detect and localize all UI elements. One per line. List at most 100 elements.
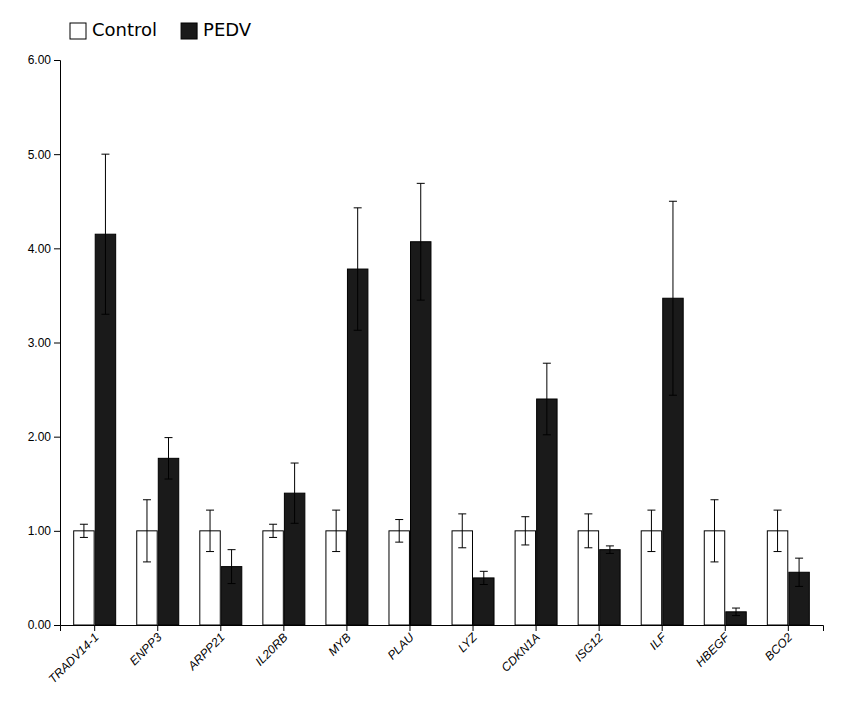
y-tick-mark bbox=[54, 437, 60, 438]
x-tick-mark bbox=[536, 625, 537, 631]
error-cap bbox=[354, 330, 362, 331]
error-line bbox=[525, 517, 526, 545]
error-cap bbox=[669, 395, 677, 396]
bar bbox=[389, 531, 409, 625]
error-line bbox=[799, 558, 800, 586]
error-cap bbox=[710, 561, 718, 562]
y-tick-label: 4.00 bbox=[28, 242, 52, 256]
y-tick-mark bbox=[54, 531, 60, 532]
error-cap bbox=[291, 463, 299, 464]
plot: 0.001.002.003.004.005.006.00TRADV14-1ENP… bbox=[28, 53, 824, 686]
x-axis-line bbox=[61, 626, 824, 632]
error-line bbox=[777, 510, 778, 551]
x-tick-label: IL20RB bbox=[252, 630, 290, 668]
y-tick: 0.00 bbox=[28, 618, 60, 632]
error-bar bbox=[458, 514, 466, 548]
error-line bbox=[83, 524, 84, 537]
error-cap bbox=[395, 519, 403, 520]
error-line bbox=[357, 208, 358, 330]
x-tick-label: PLAU bbox=[385, 630, 417, 662]
x-tick-mark bbox=[599, 625, 600, 631]
x-tick-label: ILF bbox=[647, 630, 670, 653]
y-tick-mark bbox=[54, 154, 60, 155]
error-bar bbox=[647, 510, 655, 551]
error-cap bbox=[795, 586, 803, 587]
error-cap bbox=[480, 571, 488, 572]
error-cap bbox=[143, 561, 151, 562]
error-line bbox=[714, 500, 715, 562]
legend-swatch bbox=[70, 23, 86, 39]
bars bbox=[74, 154, 810, 625]
legend: ControlPEDV bbox=[70, 19, 252, 40]
error-cap bbox=[417, 183, 425, 184]
x-tick-label: MYB bbox=[325, 630, 353, 658]
error-cap bbox=[795, 558, 803, 559]
bar bbox=[74, 531, 94, 625]
error-line bbox=[231, 550, 232, 584]
y-tick: 3.00 bbox=[28, 336, 60, 350]
error-cap bbox=[206, 551, 214, 552]
y-tick-label: 3.00 bbox=[28, 336, 52, 350]
error-bar bbox=[269, 524, 277, 537]
error-cap bbox=[606, 545, 614, 546]
legend-swatch bbox=[181, 23, 197, 39]
y-axis: 0.001.002.003.004.005.006.00 bbox=[28, 53, 61, 632]
x-tick: BCO2 bbox=[762, 625, 795, 663]
error-line bbox=[273, 524, 274, 537]
x-tick-label: BCO2 bbox=[762, 630, 795, 663]
bar bbox=[263, 531, 283, 625]
error-cap bbox=[543, 363, 551, 364]
error-cap bbox=[228, 583, 236, 584]
x-tick: LYZ bbox=[455, 625, 480, 655]
error-cap bbox=[732, 608, 740, 609]
error-cap bbox=[206, 510, 214, 511]
error-bar bbox=[165, 438, 173, 479]
y-tick-mark bbox=[54, 248, 60, 249]
error-bar bbox=[480, 571, 488, 584]
y-tick: 1.00 bbox=[28, 524, 60, 538]
bar bbox=[474, 578, 494, 625]
error-cap bbox=[80, 537, 88, 538]
error-cap bbox=[228, 549, 236, 550]
x-tick: ARPP21 bbox=[184, 625, 227, 674]
error-line bbox=[399, 520, 400, 543]
error-line bbox=[420, 183, 421, 300]
chart: 0.001.002.003.004.005.006.00TRADV14-1ENP… bbox=[0, 0, 843, 725]
x-tick: HBEGF bbox=[693, 625, 733, 670]
y-tick-label: 1.00 bbox=[28, 524, 52, 538]
x-tick: MYB bbox=[325, 625, 353, 659]
error-cap bbox=[774, 551, 782, 552]
error-cap bbox=[269, 524, 277, 525]
error-cap bbox=[647, 551, 655, 552]
y-axis-line bbox=[54, 61, 61, 626]
error-cap bbox=[521, 516, 529, 517]
y-tick-mark bbox=[54, 625, 60, 626]
y-tick-mark bbox=[54, 343, 60, 344]
error-bar bbox=[710, 500, 718, 562]
x-tick-label: CDKN1A bbox=[499, 630, 543, 674]
error-bar bbox=[332, 510, 340, 551]
error-line bbox=[105, 154, 106, 314]
error-bar bbox=[101, 154, 109, 314]
error-bar bbox=[669, 201, 677, 395]
error-cap bbox=[395, 542, 403, 543]
x-tick: CDKN1A bbox=[499, 625, 543, 675]
error-line bbox=[483, 571, 484, 584]
error-line bbox=[168, 438, 169, 479]
error-cap bbox=[710, 499, 718, 500]
x-tick-mark bbox=[788, 625, 789, 631]
error-cap bbox=[584, 513, 592, 514]
error-cap bbox=[543, 434, 551, 435]
x-tick-mark bbox=[409, 625, 410, 631]
error-bar bbox=[606, 546, 614, 554]
error-line bbox=[546, 363, 547, 435]
x-tick-mark bbox=[220, 625, 221, 631]
error-bar bbox=[732, 608, 740, 616]
error-bar bbox=[395, 520, 403, 543]
x-tick-label: ISG12 bbox=[572, 630, 606, 664]
x-tick-mark bbox=[473, 625, 474, 631]
error-cap bbox=[101, 314, 109, 315]
x-tick: IL20RB bbox=[252, 625, 290, 669]
error-cap bbox=[584, 547, 592, 548]
y-tick-label: 0.00 bbox=[28, 618, 52, 632]
